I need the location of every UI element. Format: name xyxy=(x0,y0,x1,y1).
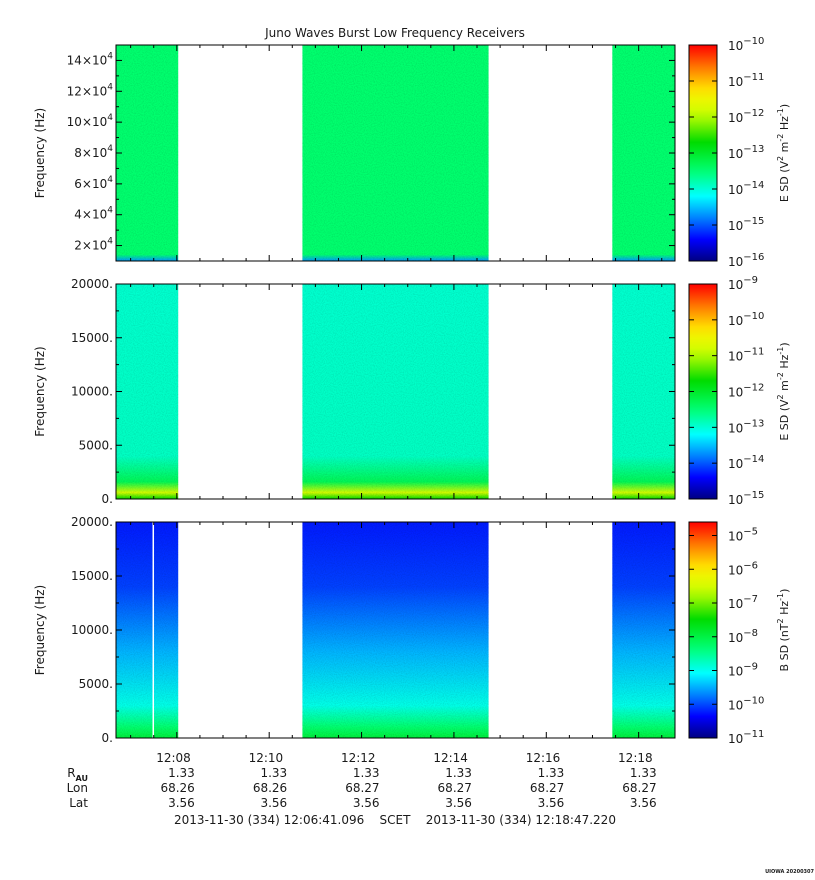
y-tick-label: 5000. xyxy=(79,438,113,452)
ephemeris-value: 1.33 xyxy=(538,766,565,780)
x-tick-label: 12:14 xyxy=(433,751,468,765)
ephemeris-value: 1.33 xyxy=(630,766,657,780)
ephemeris-value: 3.56 xyxy=(538,796,565,810)
ephemeris-value: 68.26 xyxy=(160,781,194,795)
colorbar-tick-label: 10−10 xyxy=(728,695,764,712)
colorbar-tick-label: 10−5 xyxy=(728,527,758,544)
x-tick-label: 12:18 xyxy=(618,751,653,765)
spectrogram-noise xyxy=(612,284,675,499)
ephemeris-value: 68.27 xyxy=(530,781,564,795)
y-axis-label: Frequency (Hz) xyxy=(33,585,47,676)
ephemeris-value: 1.33 xyxy=(260,766,287,780)
ephemeris-value: 68.26 xyxy=(253,781,287,795)
ephemeris-value: 3.56 xyxy=(445,796,472,810)
colorbar-tick-label: 10−9 xyxy=(728,275,758,292)
y-tick-label: 12×104 xyxy=(67,82,114,98)
y-tick-label: 10000. xyxy=(71,623,113,637)
ephemeris-row-label: Lon xyxy=(67,781,88,795)
y-tick-label: 15000. xyxy=(71,569,113,583)
y-tick-label: 10000. xyxy=(71,385,113,399)
y-tick-label: 5000. xyxy=(79,677,113,691)
x-tick-label: 12:12 xyxy=(341,751,376,765)
panel-2: 0. 5000. 10000. 15000. 20000. Frequency (Hz) 1… xyxy=(33,275,791,507)
footer-stamp: UIOWA 20200307 xyxy=(765,869,814,875)
y-tick-label: 20000. xyxy=(71,277,113,291)
y-tick-label: 15000. xyxy=(71,331,113,345)
colorbar-label: E SD (V2 m-2 Hz-1) xyxy=(776,342,791,440)
colorbar-tick-label: 10−6 xyxy=(728,560,758,577)
colorbar-tick-label: 10−16 xyxy=(728,252,764,269)
y-axis-label: Frequency (Hz) xyxy=(33,108,47,199)
colorbar-tick-label: 10−9 xyxy=(728,662,758,679)
ephemeris-value: 3.56 xyxy=(353,796,380,810)
ephemeris-value: 68.27 xyxy=(622,781,656,795)
panel-1: 2×104 4×104 6×104 8×104 10×104 12×104 14×104 Fr… xyxy=(33,36,791,269)
panel-3: 0. 5000. 10000. 15000. 20000. Frequency (Hz) 1… xyxy=(33,515,791,765)
colorbar-tick-label: 10−10 xyxy=(728,311,764,328)
ephemeris-row-label: RAU xyxy=(67,766,88,783)
ephemeris-value: 68.27 xyxy=(438,781,472,795)
y-tick-label: 6×104 xyxy=(74,175,113,191)
spectrogram-noise xyxy=(612,45,675,261)
ephemeris-value: 3.56 xyxy=(630,796,657,810)
spectrogram-noise xyxy=(302,522,489,738)
colorbar-tick-label: 10−15 xyxy=(728,490,764,507)
spectrogram-noise xyxy=(116,284,179,499)
ephemeris-value: 3.56 xyxy=(260,796,287,810)
y-axis-label: Frequency (Hz) xyxy=(33,346,47,437)
y-tick-label: 4×104 xyxy=(74,206,113,222)
colorbar-label: B SD (nT2 Hz-1) xyxy=(776,589,791,672)
x-tick-label: 12:08 xyxy=(156,751,191,765)
spectrogram-panels: 2×104 4×104 6×104 8×104 10×104 12×104 14×104 Fr… xyxy=(33,36,791,765)
colorbar-tick-label: 10−13 xyxy=(728,144,764,161)
colorbar-tick-label: 10−7 xyxy=(728,594,758,611)
ephemeris-value: 68.27 xyxy=(345,781,379,795)
y-tick-label: 14×104 xyxy=(67,51,114,67)
colorbar-label: E SD (V2 m-2 Hz-1) xyxy=(776,104,791,202)
x-tick-label: 12:16 xyxy=(526,751,561,765)
x-tick-label: 12:10 xyxy=(249,751,284,765)
colorbar-tick-label: 10−10 xyxy=(728,36,764,53)
colorbar-tick-label: 10−8 xyxy=(728,628,758,645)
spectrogram-noise xyxy=(302,45,489,261)
colorbar xyxy=(688,521,718,739)
colorbar-tick-label: 10−12 xyxy=(728,383,764,400)
colorbar-tick-label: 10−12 xyxy=(728,108,764,125)
ephemeris-value: 3.56 xyxy=(168,796,195,810)
colorbar-tick-label: 10−11 xyxy=(728,72,764,89)
y-tick-label: 2×104 xyxy=(74,237,113,253)
y-tick-label: 8×104 xyxy=(74,144,113,160)
ephemeris-value: 1.33 xyxy=(353,766,380,780)
spectrogram-noise xyxy=(302,284,489,499)
spectrogram-noise xyxy=(116,522,179,738)
y-tick-label: 10×104 xyxy=(67,113,114,129)
colorbar-tick-label: 10−14 xyxy=(728,454,764,471)
chart-title: Juno Waves Burst Low Frequency Receivers xyxy=(264,26,525,40)
ephemeris-row-label: Lat xyxy=(69,796,88,810)
colorbar-tick-label: 10−11 xyxy=(728,729,764,746)
y-tick-label: 0. xyxy=(102,731,113,745)
spectrogram-noise xyxy=(612,522,675,738)
time-range-label: 2013-11-30 (334) 12:06:41.096 SCET 2013-… xyxy=(174,813,616,827)
ephemeris-value: 1.33 xyxy=(445,766,472,780)
colorbar-tick-label: 10−14 xyxy=(728,180,764,197)
colorbar-tick-label: 10−15 xyxy=(728,216,764,233)
colorbar-tick-label: 10−11 xyxy=(728,347,764,364)
spectrogram-noise xyxy=(116,45,179,261)
y-tick-label: 20000. xyxy=(71,515,113,529)
ephemeris-table: RAU 1.33 1.33 1.33 1.33 1.33 1.33 Lon 68.26 68.26… xyxy=(67,766,657,810)
y-tick-label: 0. xyxy=(102,492,113,506)
colorbar-tick-label: 10−13 xyxy=(728,418,764,435)
ephemeris-value: 1.33 xyxy=(168,766,195,780)
